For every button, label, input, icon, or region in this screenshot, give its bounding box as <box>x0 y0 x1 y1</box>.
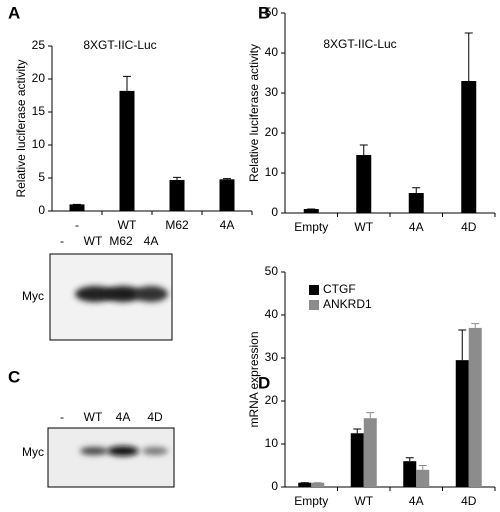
y-tick-label: 30 <box>265 350 279 364</box>
lane-label: - <box>60 234 64 248</box>
error-bar <box>458 329 467 361</box>
x-tick-label: Empty <box>294 220 328 234</box>
error-bar <box>173 176 181 180</box>
chart-title: 8XGT-IIC-Luc <box>323 37 396 51</box>
y-axis-label: mRNA expression <box>247 331 261 427</box>
bar <box>461 81 477 213</box>
lane-label: - <box>60 410 64 424</box>
y-tick-label: 50 <box>265 264 279 278</box>
panel-label: C <box>8 367 20 386</box>
y-tick-label: 5 <box>38 170 45 184</box>
y-tick-label: 40 <box>265 307 279 321</box>
x-tick-label: WT <box>118 218 137 232</box>
x-tick-label: Empty <box>294 494 328 508</box>
bar <box>350 433 364 487</box>
bar <box>169 179 185 211</box>
lane-label: M62 <box>109 234 133 248</box>
lane-label: WT <box>84 410 103 424</box>
lane-label: 4A <box>144 234 159 248</box>
y-tick-label: 25 <box>32 38 46 52</box>
y-tick-label: 0 <box>271 205 278 219</box>
error-bar <box>123 75 131 91</box>
bar <box>408 193 424 213</box>
bar <box>455 360 469 487</box>
y-tick-label: 15 <box>32 104 46 118</box>
bar <box>69 204 85 211</box>
blot-band <box>80 447 108 455</box>
bar <box>298 482 312 487</box>
panel-label: A <box>8 3 20 22</box>
row-label: Myc <box>22 445 44 459</box>
lane-label: 4D <box>147 410 163 424</box>
x-tick-label: - <box>75 218 79 232</box>
x-tick-label: WT <box>354 220 373 234</box>
x-tick-label: 4D <box>461 220 477 234</box>
y-tick-label: 10 <box>265 165 279 179</box>
error-bar <box>223 178 231 180</box>
error-bar <box>464 32 473 81</box>
blot-band <box>75 286 115 302</box>
bar <box>416 469 430 487</box>
bar <box>468 327 482 487</box>
panel-label: D <box>258 373 270 392</box>
legend-label: ANKRD1 <box>323 297 372 311</box>
blot-frame <box>47 427 175 488</box>
y-tick-label: 0 <box>38 203 45 217</box>
legend-swatch <box>309 300 319 310</box>
chart-title: 8XGT-IIC-Luc <box>83 38 156 52</box>
error-bar <box>412 187 421 193</box>
y-tick-label: 30 <box>265 85 279 99</box>
panel-label: B <box>258 3 270 22</box>
x-tick-label: 4D <box>461 494 477 508</box>
bar <box>303 209 319 213</box>
y-tick-label: 0 <box>271 479 278 493</box>
lane-label: 4A <box>116 410 131 424</box>
y-tick-label: 20 <box>265 125 279 139</box>
y-tick-label: 10 <box>32 137 46 151</box>
error-bar <box>418 465 427 470</box>
error-bar <box>405 457 414 462</box>
y-tick-label: 20 <box>32 71 46 85</box>
error-bar <box>471 323 480 328</box>
y-tick-label: 50 <box>265 5 279 19</box>
bar <box>403 461 417 487</box>
blot-band <box>104 286 142 302</box>
x-tick-label: 4A <box>409 494 424 508</box>
error-bar <box>366 412 375 419</box>
x-tick-label: 4A <box>409 220 424 234</box>
x-tick-label: M62 <box>165 218 189 232</box>
y-tick-label: 20 <box>265 393 279 407</box>
row-label: Myc <box>22 289 44 303</box>
legend-label: CTGF <box>323 282 356 296</box>
bar <box>119 90 135 211</box>
bar <box>311 482 325 487</box>
error-bar <box>353 428 362 434</box>
y-axis-label: Relative luciferase activity <box>14 59 28 197</box>
x-tick-label: WT <box>354 494 373 508</box>
bar <box>219 179 235 211</box>
bar <box>356 155 372 213</box>
y-axis-label: Relative luciferase activity <box>247 44 261 182</box>
x-tick-label: 4A <box>220 218 235 232</box>
error-bar <box>359 144 368 155</box>
y-tick-label: 10 <box>265 436 279 450</box>
bar <box>363 418 377 487</box>
blot-band <box>142 447 168 455</box>
lane-label: WT <box>84 234 103 248</box>
legend-swatch <box>309 285 319 295</box>
blot-band <box>107 446 139 456</box>
blot-band <box>134 286 168 302</box>
y-tick-label: 40 <box>265 45 279 59</box>
